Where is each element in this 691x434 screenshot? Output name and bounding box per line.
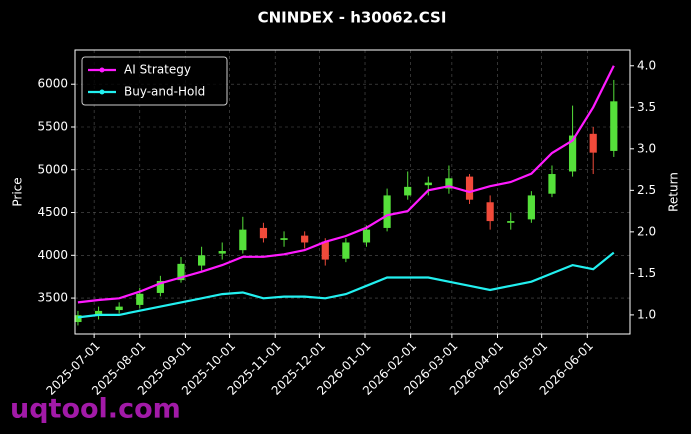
line-series	[77, 251, 615, 319]
y-tick-label: 4000	[37, 248, 68, 262]
candle-body	[218, 251, 226, 254]
legend-label: AI Strategy	[124, 63, 191, 77]
candle-body	[465, 176, 474, 200]
y2-tick-label: 3.5	[637, 100, 656, 114]
y2-tick-label: 3.0	[637, 141, 656, 155]
legend-box	[81, 56, 228, 106]
legend-marker	[99, 67, 105, 73]
y-tick-label: 6000	[37, 77, 68, 91]
y2-tick-label: 1.5	[637, 266, 656, 280]
candle-body	[177, 263, 185, 281]
candle-body	[445, 178, 453, 189]
candle-body	[156, 280, 164, 293]
legend-label: Buy-and-Hold	[124, 85, 205, 99]
candle-body	[610, 101, 618, 151]
candle-body	[548, 174, 556, 194]
candle-body	[424, 182, 432, 186]
candle-body	[486, 202, 494, 222]
candle-body	[383, 195, 391, 228]
candle-body	[589, 133, 597, 153]
candle-body	[239, 229, 247, 251]
candle-body	[568, 135, 577, 172]
candle-body	[404, 186, 412, 196]
candle-body	[136, 293, 144, 305]
y-tick-label: 5000	[37, 162, 68, 176]
y-tick-label: 4500	[37, 205, 68, 219]
y2-tick-label: 2.5	[637, 183, 656, 197]
candle-body	[321, 241, 329, 260]
y-tick-label: 5500	[37, 119, 68, 133]
candle-body	[94, 310, 103, 317]
y-axis-label: Price	[11, 177, 25, 206]
y2-tick-label: 1.0	[637, 307, 656, 321]
legend-marker	[99, 89, 105, 95]
y-tick-label: 3500	[37, 291, 68, 305]
watermark: uqtool.com	[10, 394, 181, 425]
y2-tick-label: 4.0	[637, 58, 656, 72]
candle-body	[280, 238, 288, 240]
candle-body	[362, 229, 371, 243]
chart-title: CNINDEX - h30062.CSI	[258, 9, 447, 27]
y2-axis-label: Return	[667, 172, 681, 212]
candle-body	[115, 306, 123, 311]
plot-frame	[74, 49, 631, 335]
candle-body	[259, 227, 268, 239]
candle-body	[342, 242, 350, 259]
candle-body	[198, 255, 206, 266]
candle-body	[527, 195, 535, 220]
y2-tick-label: 2.0	[637, 224, 656, 238]
candle-body	[301, 235, 309, 243]
candle-body	[74, 315, 82, 323]
candle-body	[507, 221, 515, 223]
line-series	[77, 65, 615, 304]
